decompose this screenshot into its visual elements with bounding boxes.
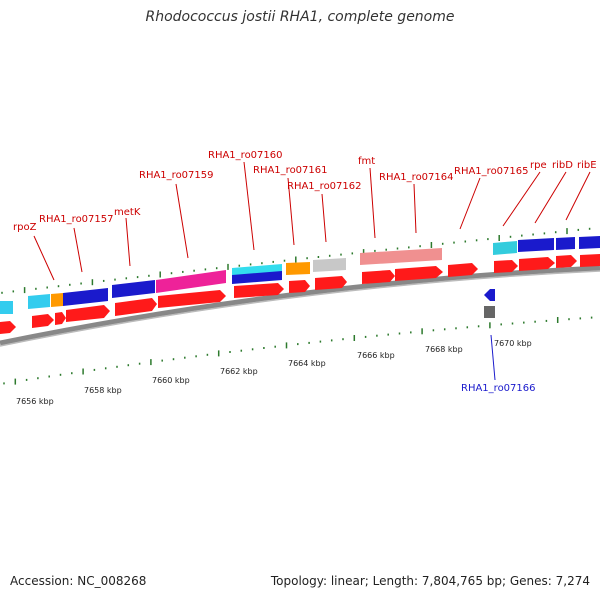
cog-block bbox=[156, 270, 226, 293]
scale-label: 7670 kbp bbox=[494, 339, 532, 348]
gene-label-leader bbox=[565, 171, 591, 221]
gene-label-leader bbox=[243, 161, 255, 251]
reverse-gene-arrow bbox=[484, 289, 495, 301]
reverse-gene-track bbox=[484, 289, 496, 381]
gene-label-leader bbox=[175, 183, 189, 259]
forward-gene-arrow bbox=[395, 266, 443, 281]
forward-gene-arrow bbox=[55, 312, 66, 325]
gene-label-leader bbox=[413, 183, 417, 234]
cog-block bbox=[286, 262, 310, 275]
genome-title: Rhodococcus jostii RHA1, complete genome bbox=[145, 9, 455, 25]
lower-tick-track bbox=[3, 316, 593, 385]
gene-label-reverse: RHA1_ro07166 bbox=[461, 383, 536, 394]
forward-gene-arrow bbox=[66, 305, 110, 322]
scale-label: 7668 kbp bbox=[425, 345, 463, 354]
forward-gene-track bbox=[0, 254, 600, 334]
gene-label-leader bbox=[33, 235, 55, 281]
genome-backbone-shadow bbox=[0, 270, 600, 347]
gene-label: RHA1_ro07161 bbox=[253, 165, 328, 176]
forward-gene-arrow bbox=[362, 270, 395, 284]
forward-gene-arrow bbox=[158, 290, 226, 308]
gene-label-leader bbox=[321, 193, 327, 243]
gene-label-leader bbox=[502, 171, 541, 227]
gene-label-leader bbox=[287, 177, 295, 246]
forward-gene-arrow bbox=[0, 321, 16, 334]
accession-text: Accession: NC_008268 bbox=[10, 574, 147, 588]
cog-block bbox=[232, 271, 282, 284]
cog-block bbox=[0, 301, 13, 314]
gene-label: metK bbox=[114, 207, 141, 218]
forward-gene-arrow bbox=[115, 298, 157, 316]
cog-block bbox=[112, 280, 155, 298]
gene-label-layer: rpoZ RHA1_ro07157 metK RHA1_ro07159 RHA1… bbox=[13, 150, 597, 394]
forward-gene-arrow bbox=[289, 280, 310, 293]
gene-label: ribE bbox=[577, 160, 597, 171]
cog-block bbox=[579, 236, 600, 249]
forward-gene-arrow bbox=[315, 276, 347, 290]
gene-label: RHA1_ro07164 bbox=[379, 172, 454, 183]
cog-block bbox=[63, 288, 108, 306]
genome-stats-text: Topology: linear; Length: 7,804,765 bp; … bbox=[270, 574, 590, 588]
cog-block bbox=[28, 294, 50, 309]
gene-label: RHA1_ro07159 bbox=[139, 170, 214, 181]
gene-label: fmt bbox=[358, 156, 375, 167]
cog-block bbox=[493, 241, 517, 255]
scale-label: 7662 kbp bbox=[220, 367, 258, 376]
gene-label: rpoZ bbox=[13, 222, 37, 233]
gene-label: RHA1_ro07160 bbox=[208, 150, 283, 161]
forward-gene-arrow bbox=[448, 263, 478, 277]
scale-label-layer: 7656 kbp 7658 kbp 7660 kbp 7662 kbp 7664… bbox=[16, 339, 532, 406]
gene-label-leader bbox=[369, 167, 376, 239]
gene-label-leader bbox=[73, 227, 83, 273]
forward-gene-arrow bbox=[580, 254, 600, 267]
forward-gene-arrow bbox=[519, 257, 555, 271]
forward-gene-arrow bbox=[234, 283, 284, 298]
cog-block bbox=[556, 237, 575, 250]
forward-gene-arrow bbox=[556, 255, 577, 268]
reverse-gene-leader bbox=[490, 334, 496, 381]
cog-block bbox=[51, 293, 63, 307]
scale-label: 7666 kbp bbox=[357, 351, 395, 360]
cog-block bbox=[360, 248, 442, 265]
upper-tick-track bbox=[1, 227, 591, 294]
gene-label-leader bbox=[534, 171, 567, 224]
cog-color-track bbox=[0, 236, 600, 314]
scale-label: 7664 kbp bbox=[288, 359, 326, 368]
forward-gene-arrow bbox=[32, 314, 54, 328]
gene-label-leader bbox=[125, 217, 131, 267]
forward-gene-arrow bbox=[494, 260, 518, 273]
gene-label: RHA1_ro07165 bbox=[454, 166, 529, 177]
reverse-gene-cog-block bbox=[484, 306, 495, 318]
gene-label: rpe bbox=[530, 160, 547, 171]
scale-label: 7660 kbp bbox=[152, 376, 190, 385]
gene-label: ribD bbox=[552, 160, 573, 171]
gene-label: RHA1_ro07157 bbox=[39, 214, 114, 225]
gene-label-leader bbox=[459, 177, 481, 230]
scale-label: 7656 kbp bbox=[16, 397, 54, 406]
scale-label: 7658 kbp bbox=[84, 386, 122, 395]
cog-block bbox=[313, 258, 346, 272]
gene-label: RHA1_ro07162 bbox=[287, 181, 362, 192]
genome-backbone bbox=[0, 265, 600, 346]
cog-block bbox=[518, 238, 554, 252]
